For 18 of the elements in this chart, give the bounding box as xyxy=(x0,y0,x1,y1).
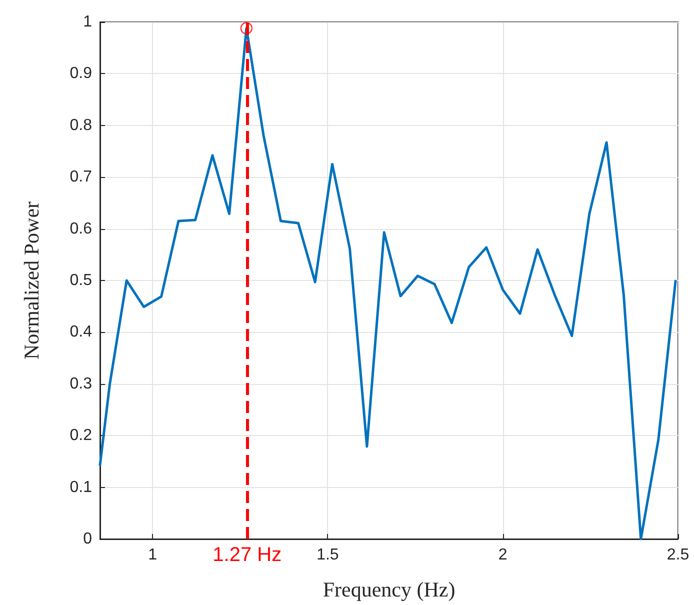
y-axis-title: Normalized Power xyxy=(20,201,44,360)
y-tick-label: 0.7 xyxy=(70,168,92,186)
y-tick-label: 0.1 xyxy=(70,478,92,496)
y-tick-label: 0.3 xyxy=(70,375,92,392)
ref-line-label: 1.27 Hz xyxy=(212,544,282,566)
x-axis-title: Frequency (Hz) xyxy=(322,578,456,602)
x-tick-label: 1.5 xyxy=(316,546,339,564)
x-tick-label: 2 xyxy=(498,546,508,564)
y-tick-label: 0.9 xyxy=(70,65,92,82)
y-tick-label: 0.5 xyxy=(70,272,92,289)
y-tick-label: 1 xyxy=(83,14,92,30)
x-tick-label: 2.5 xyxy=(666,546,690,564)
y-tick-label: 0.6 xyxy=(70,220,92,238)
y-tick-label: 0 xyxy=(83,530,92,548)
y-tick-label: 0.4 xyxy=(70,324,92,341)
y-tick-label: 0.2 xyxy=(70,427,92,444)
y-tick-label: 0.8 xyxy=(70,116,92,134)
x-tick-label: 1 xyxy=(148,546,158,564)
